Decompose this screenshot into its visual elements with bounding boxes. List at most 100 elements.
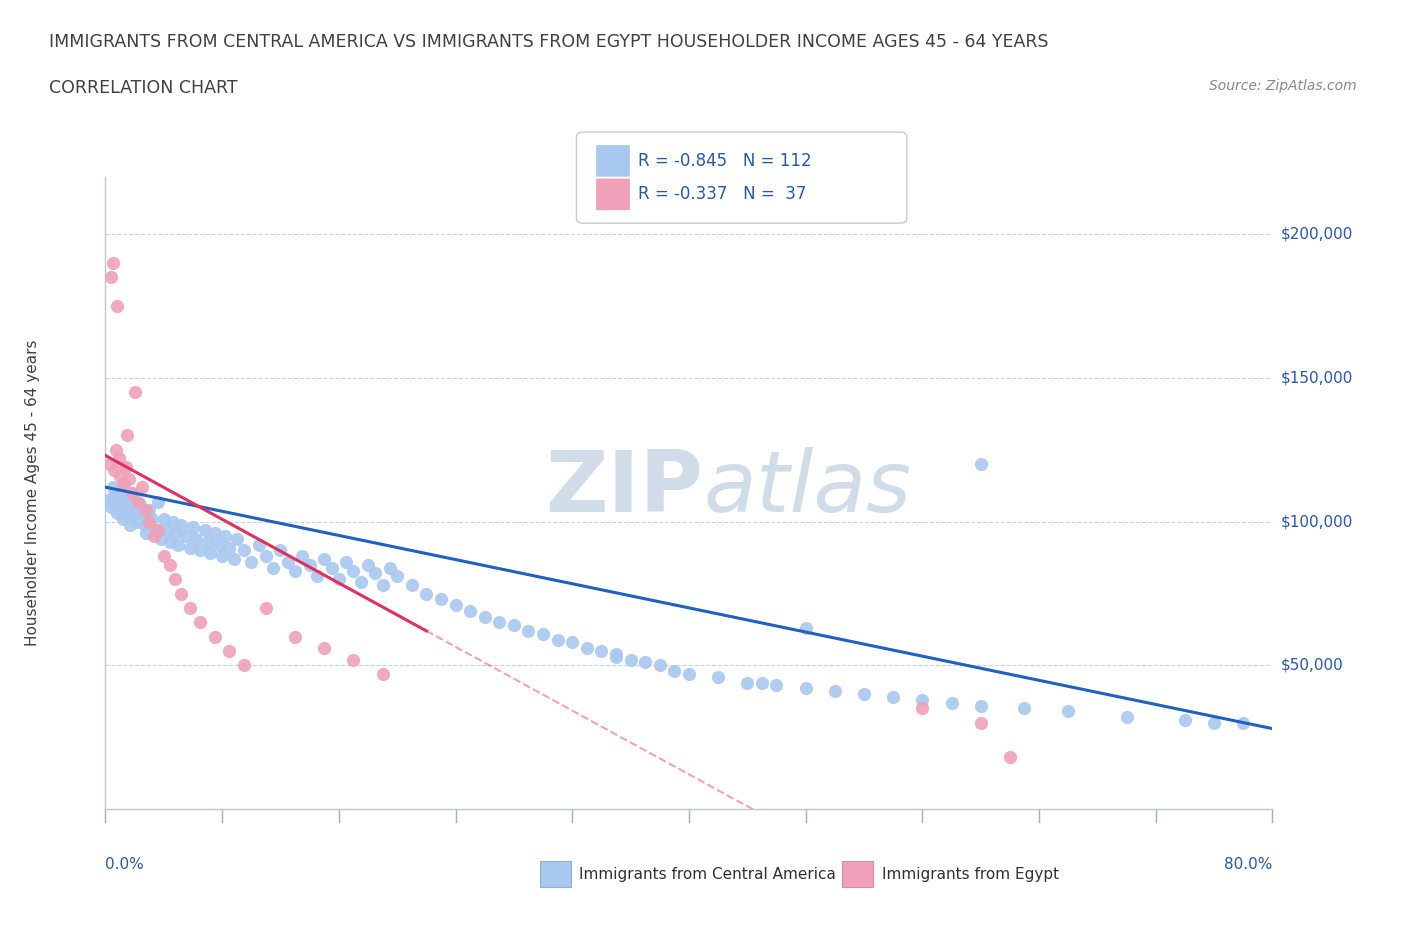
Point [103,462,125,477]
Point [127,494,149,509]
Point [197,535,219,550]
Point [648,658,671,672]
Point [233,658,256,672]
Text: IMMIGRANTS FROM CENTRAL AMERICA VS IMMIGRANTS FROM EGYPT HOUSEHOLDER INCOME AGES: IMMIGRANTS FROM CENTRAL AMERICA VS IMMIG… [49,33,1049,50]
Point [911,693,934,708]
Text: $100,000: $100,000 [1281,514,1353,529]
Point [115,491,138,506]
Point [162,514,184,529]
Point [474,609,496,624]
Point [121,485,143,500]
Point [269,543,292,558]
Point [357,557,380,572]
Point [284,630,307,644]
Point [167,538,190,552]
Point [149,531,172,546]
Point [547,632,569,647]
Point [110,503,132,518]
Point [122,494,145,509]
Point [222,551,245,566]
Text: 0.0%: 0.0% [105,857,145,872]
Point [165,572,187,587]
Point [181,520,204,535]
Point [204,630,226,644]
Point [284,563,307,578]
Point [751,675,773,690]
Point [121,485,143,500]
Point [127,514,149,529]
Text: Source: ZipAtlas.com: Source: ZipAtlas.com [1209,79,1357,93]
Point [107,451,129,466]
Text: $200,000: $200,000 [1281,227,1353,242]
Point [204,525,226,540]
Point [619,652,641,667]
Point [179,601,201,616]
Point [321,560,343,575]
Point [342,652,364,667]
Point [152,512,174,526]
Point [124,506,146,521]
Point [146,494,169,509]
Point [575,641,598,656]
Point [200,546,222,561]
Point [131,506,153,521]
Point [118,472,141,486]
Point [143,523,166,538]
Point [120,517,142,532]
Point [737,675,759,690]
Point [291,549,314,564]
Point [561,635,583,650]
Point [188,543,211,558]
Point [124,385,146,400]
Text: Immigrants from Egypt: Immigrants from Egypt [882,867,1059,882]
Point [101,256,124,271]
Point [969,715,991,730]
Point [174,528,197,543]
Point [1014,701,1036,716]
Point [111,512,134,526]
Point [314,641,336,656]
Point [107,485,129,500]
Point [852,686,875,701]
Point [502,618,524,632]
Point [517,623,540,638]
Point [998,750,1021,764]
Point [208,538,231,552]
Point [969,457,991,472]
Point [152,549,174,564]
Point [240,554,263,569]
Text: R = -0.845   N = 112: R = -0.845 N = 112 [638,152,811,170]
Point [104,497,127,512]
Point [371,578,394,592]
Point [415,586,437,601]
Point [488,615,510,630]
Point [882,689,904,704]
Point [233,543,256,558]
Point [444,598,467,613]
Point [1232,715,1254,730]
Point [342,563,364,578]
Point [159,535,181,550]
Point [170,517,193,532]
Point [941,696,963,711]
Point [159,557,181,572]
Point [105,299,128,313]
Point [135,525,157,540]
Point [1115,710,1137,724]
Text: CORRELATION CHART: CORRELATION CHART [49,79,238,97]
Point [531,626,554,641]
Point [194,523,217,538]
Text: atlas: atlas [703,446,911,530]
Point [218,540,240,555]
Point [165,525,187,540]
Point [105,506,128,521]
Point [378,560,401,575]
Point [225,531,247,546]
Point [591,644,613,658]
Point [142,528,165,543]
Point [141,512,163,526]
Point [138,514,160,529]
Point [247,538,270,552]
Point [131,480,153,495]
Point [911,701,934,716]
